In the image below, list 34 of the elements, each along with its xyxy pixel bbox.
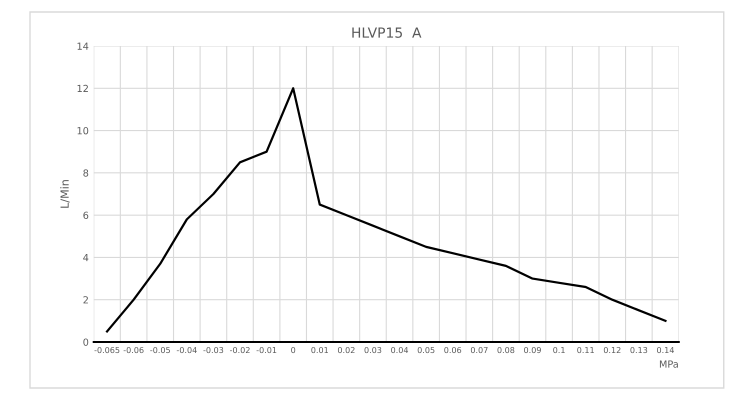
y-tick-label: 6	[83, 212, 88, 219]
x-tick-label: 0.13	[630, 347, 648, 354]
x-tick-label: 0.06	[444, 347, 462, 354]
x-tick-label: 0.14	[657, 347, 674, 354]
x-tick-label: -0.01	[256, 347, 276, 354]
x-tick-label: 0.1	[553, 347, 565, 354]
y-tick-label: 4	[83, 254, 88, 262]
x-tick-label: 0.01	[311, 347, 328, 354]
y-tick-label: 8	[83, 169, 88, 177]
x-tick-label: 0.04	[391, 347, 408, 354]
x-tick-label: -0.03	[203, 347, 224, 354]
chart-title: HLVP15 A	[352, 28, 422, 38]
y-tick-label: 2	[83, 296, 88, 304]
y-tick-label: 0	[83, 338, 88, 346]
x-tick-label: 0.11	[577, 347, 594, 354]
x-tick-label: 0.02	[338, 347, 355, 354]
x-tick-label: -0.05	[150, 347, 170, 354]
x-tick-label: -0.02	[230, 347, 250, 354]
y-axis-title: L/Min	[60, 180, 70, 208]
x-tick-label: 0	[291, 347, 296, 354]
y-tick-label: 14	[78, 42, 88, 50]
x-axis-title: MPa	[660, 360, 678, 368]
x-tick-label: -0.065	[94, 347, 120, 354]
line-series	[106, 87, 667, 333]
x-tick-label: 0.12	[604, 347, 620, 354]
y-tick-label: 10	[78, 127, 88, 134]
x-tick-label: -0.06	[124, 347, 144, 354]
x-tick-label: 0.09	[524, 347, 541, 354]
x-tick-label: 0.03	[364, 347, 382, 354]
x-tick-label: -0.04	[176, 347, 197, 354]
x-tick-label: 0.05	[418, 347, 434, 354]
x-tick-label: 0.08	[497, 347, 514, 354]
x-tick-label: 0.07	[470, 347, 488, 354]
y-tick-label: 12	[78, 84, 88, 92]
